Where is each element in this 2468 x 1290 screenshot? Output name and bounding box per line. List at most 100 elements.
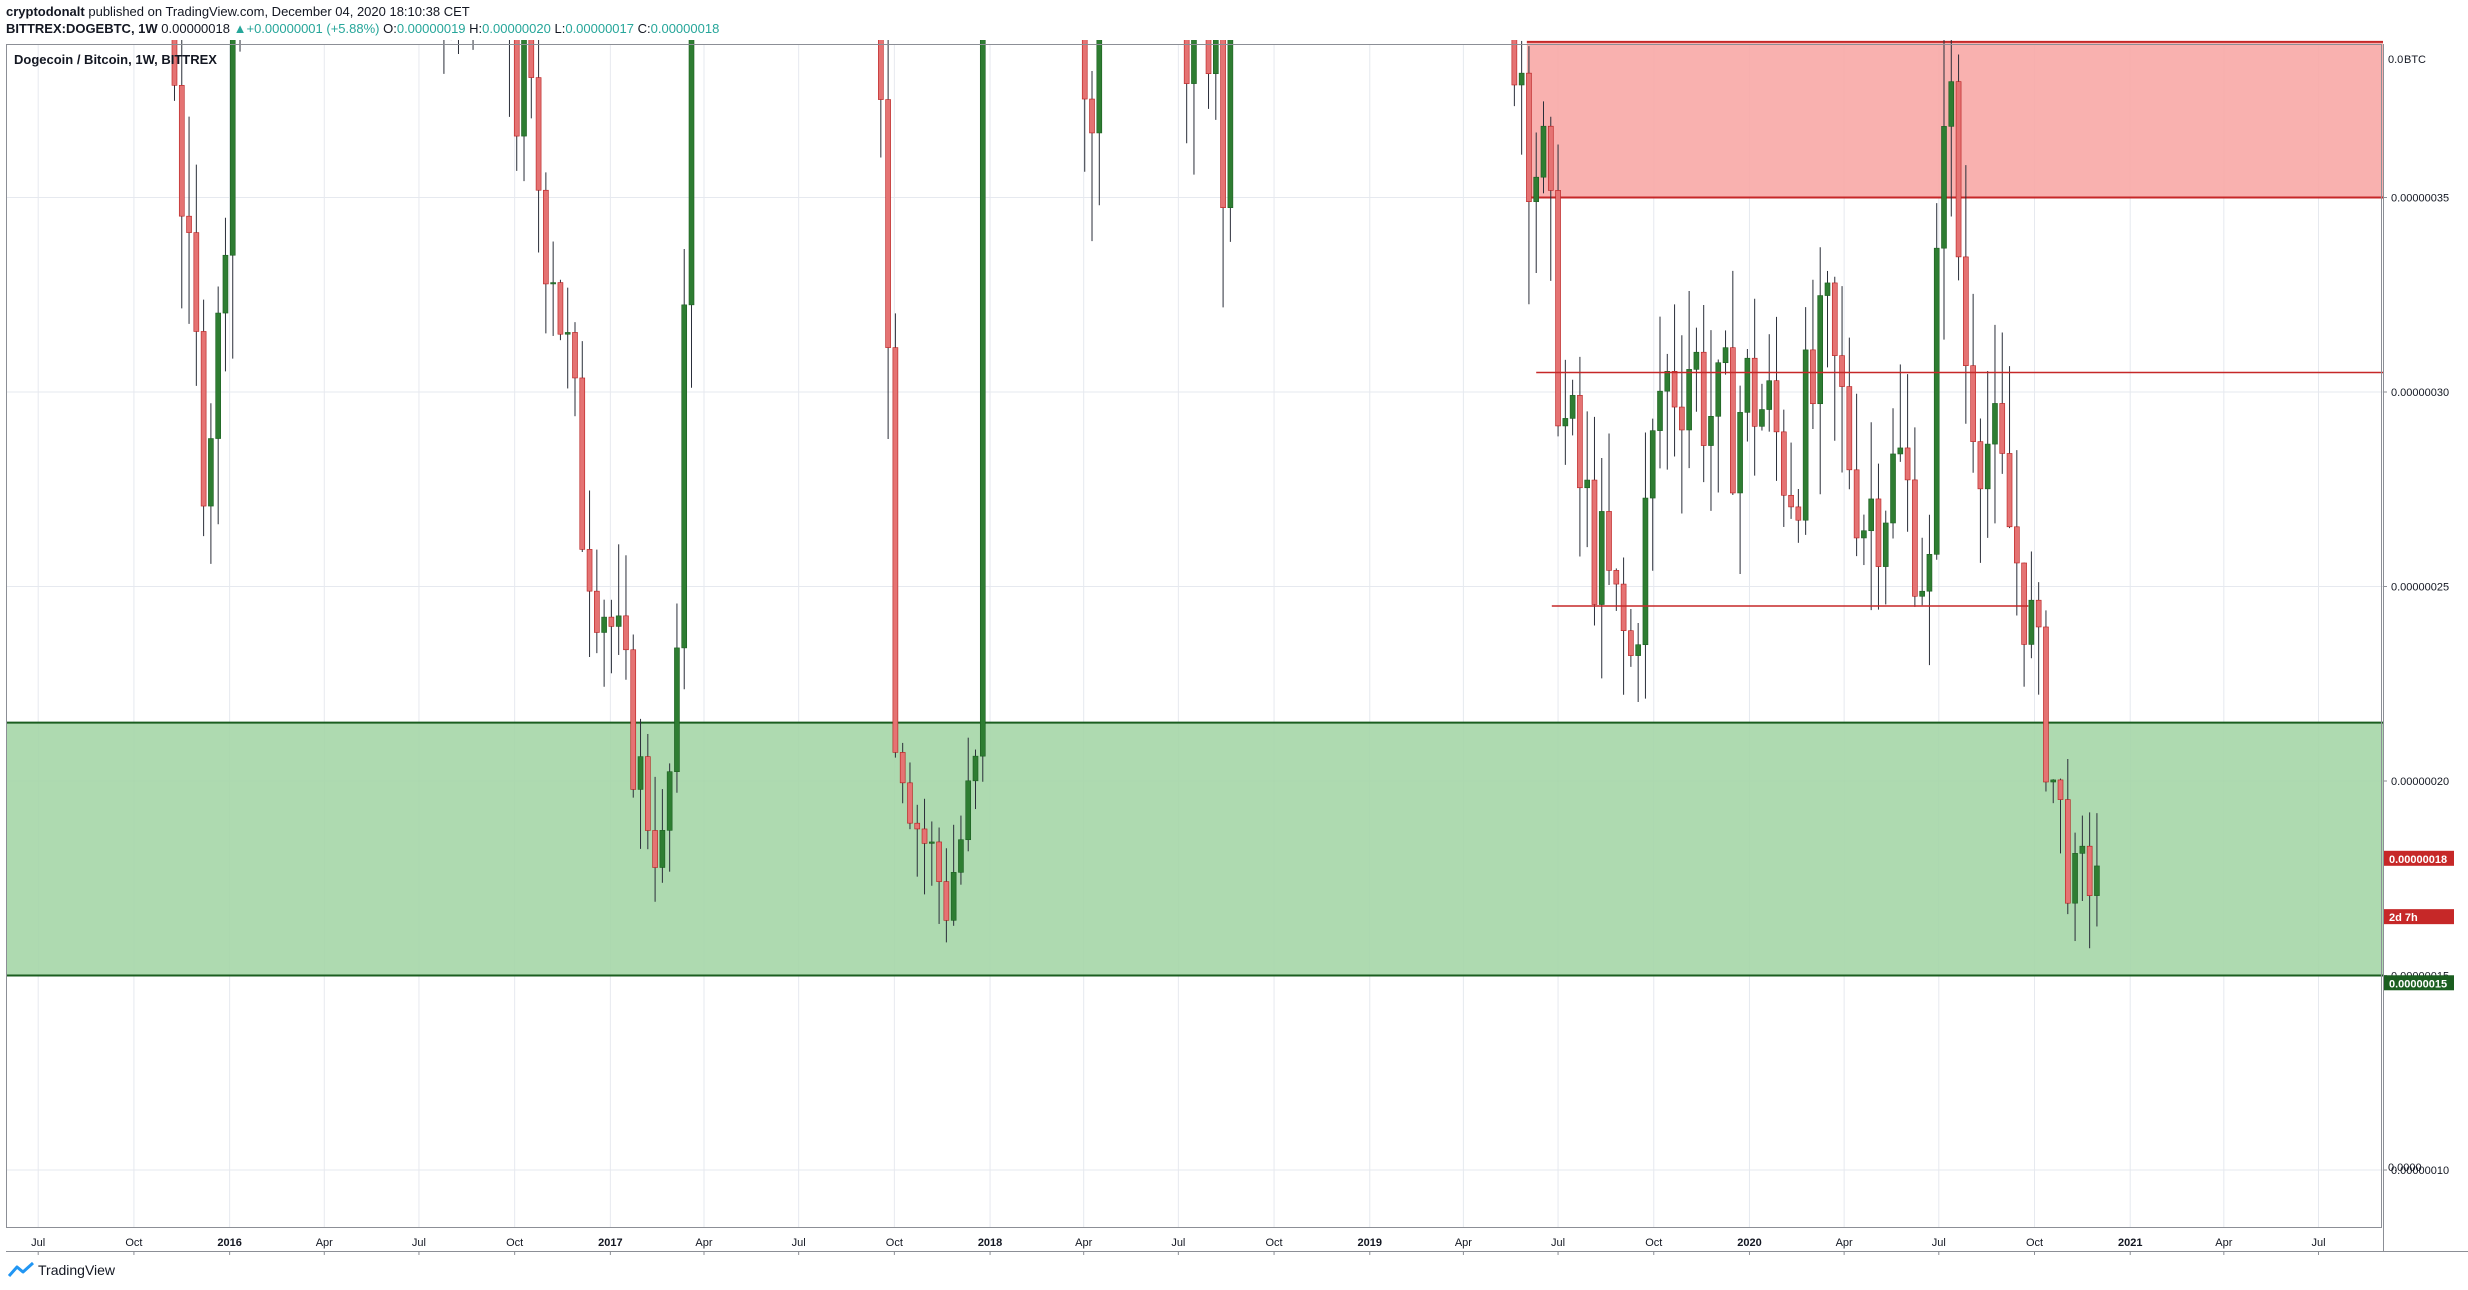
candle[interactable] — [630, 634, 637, 798]
candle[interactable] — [637, 718, 644, 849]
time-axis-labels[interactable]: Jul Oct 2016 Apr Jul Oct 2017 Apr Jul Oct 2018 Apr J… — [31, 1237, 2326, 1255]
candle[interactable] — [1824, 270, 1831, 368]
candle[interactable] — [1227, 0, 1234, 242]
candle[interactable] — [645, 733, 651, 850]
candle[interactable] — [1817, 247, 1824, 495]
candle[interactable] — [688, 0, 695, 388]
candle[interactable] — [1766, 334, 1773, 432]
candle[interactable] — [1591, 416, 1598, 626]
candle[interactable] — [1686, 291, 1692, 469]
candle[interactable] — [2014, 450, 2020, 616]
candle[interactable] — [2057, 778, 2064, 854]
candle[interactable] — [2035, 582, 2042, 695]
candle[interactable] — [943, 848, 950, 943]
candle[interactable] — [1999, 332, 2006, 474]
candle[interactable] — [936, 827, 942, 924]
candle[interactable] — [2028, 551, 2035, 659]
candle[interactable] — [208, 403, 214, 564]
candle[interactable] — [2094, 813, 2100, 927]
candle[interactable] — [1089, 70, 1095, 242]
candle[interactable] — [550, 241, 556, 336]
candle[interactable] — [1737, 385, 1743, 574]
candle[interactable] — [1846, 337, 1853, 490]
candle[interactable] — [1533, 132, 1540, 274]
candle[interactable] — [1926, 514, 1933, 666]
candle[interactable] — [2072, 832, 2078, 942]
candle[interactable] — [958, 815, 964, 885]
candle[interactable] — [1941, 0, 1947, 340]
candles-layer[interactable] — [5, 0, 2100, 949]
candle[interactable] — [572, 322, 578, 417]
candle[interactable] — [921, 798, 928, 895]
candle[interactable] — [1518, 40, 1525, 155]
candle[interactable] — [899, 742, 906, 804]
candle[interactable] — [1780, 409, 1787, 527]
author-name[interactable]: cryptodonalt — [6, 4, 85, 19]
candle[interactable] — [1693, 327, 1700, 412]
candle[interactable] — [950, 824, 957, 926]
candle[interactable] — [659, 789, 666, 883]
candle[interactable] — [1919, 537, 1925, 606]
candle[interactable] — [222, 217, 229, 372]
candle[interactable] — [1788, 442, 1794, 519]
candle[interactable] — [2064, 759, 2071, 915]
candle[interactable] — [601, 599, 607, 687]
candle[interactable] — [1955, 54, 1962, 281]
candle[interactable] — [1598, 458, 1605, 679]
candle[interactable] — [972, 749, 979, 810]
candle[interactable] — [1948, 36, 1955, 217]
candle[interactable] — [586, 490, 593, 658]
candle[interactable] — [215, 286, 221, 525]
candle[interactable] — [1795, 489, 1802, 543]
candle[interactable] — [1810, 279, 1816, 430]
candle[interactable] — [1562, 359, 1569, 465]
candle[interactable] — [615, 544, 622, 655]
candle[interactable] — [1912, 427, 1918, 607]
candle[interactable] — [1759, 383, 1765, 431]
candle[interactable] — [200, 299, 207, 537]
candle[interactable] — [1933, 203, 1940, 560]
candle[interactable] — [681, 249, 688, 690]
candle[interactable] — [2086, 812, 2093, 949]
candle[interactable] — [1853, 393, 1860, 557]
candle[interactable] — [1802, 307, 1809, 535]
candle[interactable] — [907, 762, 913, 830]
candle[interactable] — [914, 804, 921, 877]
candle[interactable] — [2050, 779, 2057, 804]
candle[interactable] — [885, 37, 891, 440]
candle[interactable] — [1642, 432, 1649, 699]
candle[interactable] — [2021, 562, 2027, 687]
candle[interactable] — [564, 287, 571, 389]
candle[interactable] — [2079, 815, 2086, 901]
candle[interactable] — [1708, 330, 1714, 511]
symbol-label[interactable]: BITTREX:DOGEBTC, 1W — [6, 21, 158, 36]
candle[interactable] — [1831, 276, 1838, 441]
candle[interactable] — [1992, 324, 1998, 524]
candle[interactable] — [965, 737, 972, 852]
candle[interactable] — [2006, 366, 2013, 529]
candle[interactable] — [1540, 101, 1547, 194]
candle[interactable] — [1861, 514, 1867, 566]
candle[interactable] — [1839, 286, 1845, 473]
candle[interactable] — [929, 821, 935, 886]
candle[interactable] — [1700, 305, 1707, 483]
candle[interactable] — [1657, 316, 1663, 469]
candle[interactable] — [543, 172, 549, 334]
candle[interactable] — [1671, 304, 1678, 457]
footer-branding[interactable]: TradingView — [8, 1262, 115, 1278]
candle[interactable] — [1904, 374, 1911, 532]
candle[interactable] — [1569, 379, 1576, 436]
candle[interactable] — [171, 0, 178, 101]
candle[interactable] — [178, 0, 185, 309]
candle[interactable] — [1635, 622, 1641, 702]
candle[interactable] — [608, 599, 615, 674]
candle[interactable] — [193, 164, 200, 386]
candle[interactable] — [1628, 609, 1634, 667]
candle[interactable] — [1555, 144, 1561, 437]
candle[interactable] — [594, 549, 600, 654]
candle[interactable] — [1620, 557, 1627, 695]
candle[interactable] — [1890, 408, 1896, 539]
candle[interactable] — [1722, 330, 1729, 375]
candle[interactable] — [1606, 433, 1612, 585]
